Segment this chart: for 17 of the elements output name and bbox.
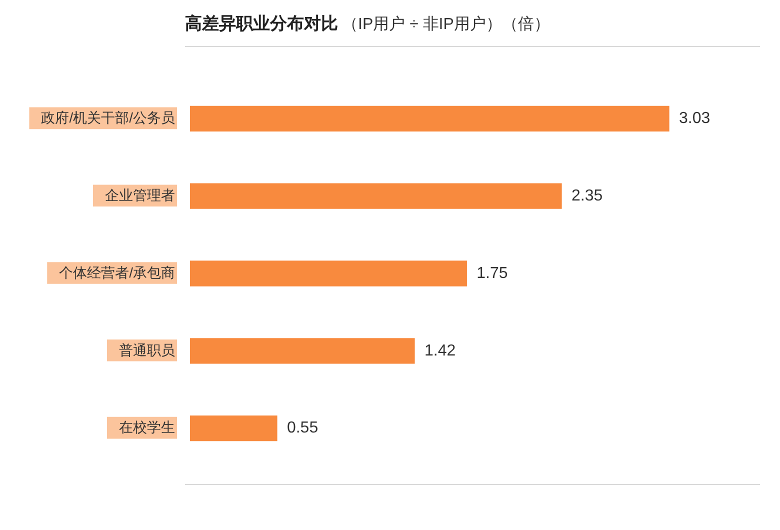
chart-subtitle: （IP用户 ÷ 非IP用户）（倍） [342,16,550,33]
y-tick-label: 政府/机关干部/公务员 [41,110,175,126]
chart-title: 高差异职业分布对比 [185,14,338,33]
data-label: 0.55 [286,420,318,437]
bar [190,183,562,209]
y-tick-label: 企业管理者 [105,186,175,203]
bar [190,338,415,364]
y-tick-label: 在校学生 [119,419,175,436]
bar [190,260,467,286]
data-label: 1.42 [424,342,456,360]
y-tick-label: 个体经营者/承包商 [59,264,175,280]
data-label: 2.35 [571,188,603,205]
bar [190,415,278,442]
bar [190,106,670,132]
data-label: 3.03 [678,110,710,128]
data-label: 1.75 [476,264,508,282]
y-tick-label: 普通职员 [119,342,175,358]
